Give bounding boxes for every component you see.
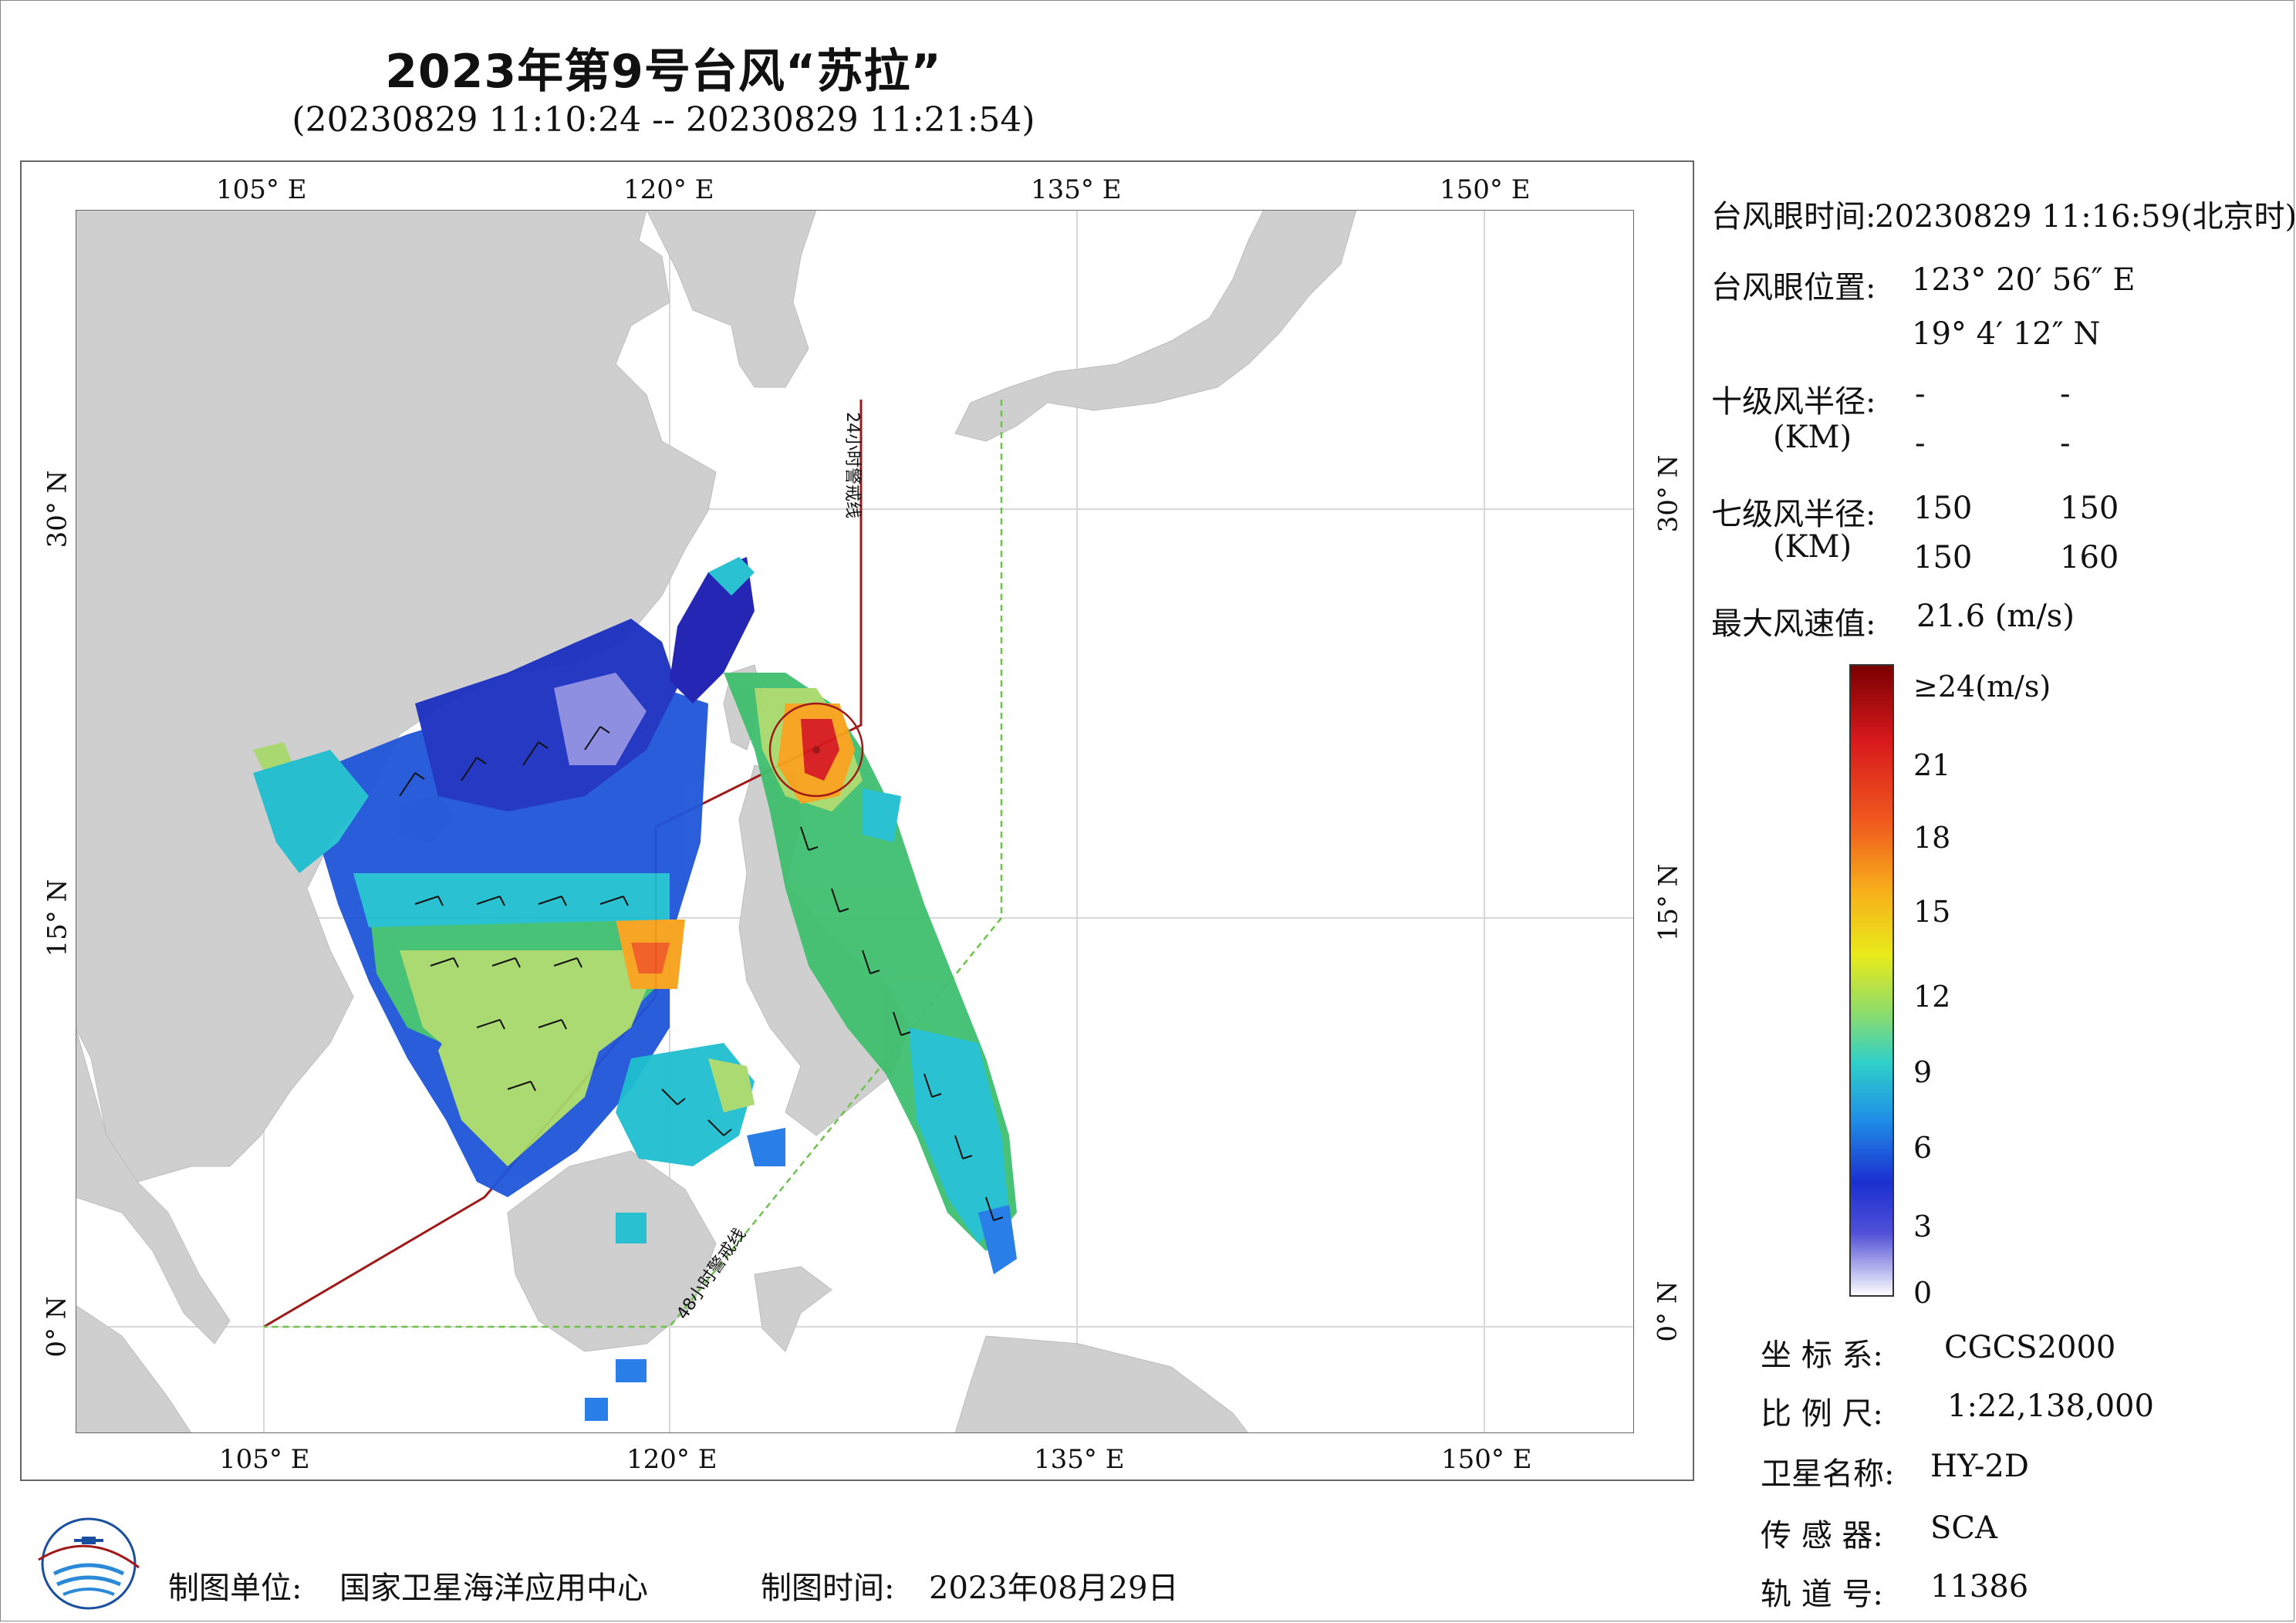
lat-label-right-0: 0° N — [1652, 1281, 1683, 1342]
warning-line-24h-label: 24小时警戒线 — [842, 412, 862, 518]
map-title: 2023年第9号台风“苏拉” — [385, 45, 942, 99]
date-label: 制图时间: — [761, 1571, 895, 1606]
date-value: 2023年08月29日 — [929, 1571, 1179, 1606]
r7-label: 七级风半径: — [1711, 497, 1876, 532]
wind-swath-east — [724, 673, 1017, 1274]
typhoon-wind-map[interactable]: 24小时警戒线 48小时警戒线 — [76, 210, 1634, 1433]
lat-label-left-15: 15° N — [42, 879, 73, 957]
eye-position-label: 台风眼位置: — [1711, 270, 1876, 305]
r10-value-3: - — [1915, 426, 1926, 461]
wind-swath-west — [253, 557, 755, 1197]
r10-label: 十级风半径: — [1711, 384, 1876, 420]
nsoas-logo — [38, 1517, 140, 1610]
lon-label-top-105: 105° E — [216, 174, 307, 205]
r10-value-4: - — [2060, 426, 2071, 461]
satellite-value: HY-2D — [1930, 1449, 2029, 1484]
r10-unit: (KM) — [1773, 420, 1852, 455]
eye-latitude: 19° 4′ 12″ N — [1912, 316, 2101, 352]
r7-value-2: 150 — [2060, 491, 2119, 526]
satellite-label: 卫星名称: — [1761, 1456, 1895, 1492]
scale-label: 比 例 尺: — [1761, 1396, 1883, 1432]
wind-speed-colorbar — [1849, 664, 1894, 1297]
colorbar-label-6: 6 — [1913, 1131, 1933, 1165]
crs-value: CGCS2000 — [1944, 1330, 2116, 1365]
land-indochina — [76, 1027, 231, 1345]
wind-barbs — [399, 726, 1004, 1221]
lon-label-top-135: 135° E — [1031, 174, 1122, 205]
land-borneo — [507, 1150, 717, 1352]
lon-label-bottom-150: 150° E — [1441, 1444, 1532, 1475]
r10-value-2: - — [2060, 376, 2071, 412]
colorbar-label-9: 9 — [1913, 1055, 1933, 1089]
lon-label-bottom-120: 120° E — [626, 1444, 718, 1475]
colorbar-label-0: 0 — [1913, 1276, 1933, 1310]
map-subtitle: (20230829 11:10:24 -- 20230829 11:21:54) — [292, 100, 1035, 140]
orbit-label: 轨 道 号: — [1761, 1577, 1883, 1612]
colorbar-label-24: ≥24(m/s) — [1913, 670, 2051, 704]
lat-label-right-30: 30° N — [1653, 454, 1684, 533]
land-new-guinea — [954, 1335, 1249, 1433]
land-sulawesi — [754, 1266, 832, 1352]
wind-swath-south — [585, 1043, 785, 1421]
r7-value-4: 160 — [2060, 540, 2119, 575]
r7-unit: (KM) — [1773, 529, 1852, 565]
lon-label-bottom-105: 105° E — [219, 1444, 310, 1475]
lat-label-right-15: 15° N — [1653, 863, 1684, 942]
lat-label-left-30: 30° N — [42, 470, 73, 548]
colorbar-label-18: 18 — [1913, 821, 1951, 855]
lon-label-top-120: 120° E — [623, 174, 714, 205]
colorbar-label-12: 12 — [1913, 980, 1951, 1014]
lon-label-bottom-135: 135° E — [1034, 1444, 1125, 1475]
colorbar-label-3: 3 — [1913, 1210, 1933, 1243]
r7-value-1: 150 — [1913, 491, 1973, 526]
max-wind-label: 最大风速值: — [1711, 606, 1876, 642]
maker-label: 制图单位: — [168, 1571, 302, 1606]
eye-longitude: 123° 20′ 56″ E — [1912, 262, 2136, 298]
land-korea — [646, 210, 817, 388]
sensor-label: 传 感 器: — [1761, 1518, 1883, 1554]
maker-value: 国家卫星海洋应用中心 — [339, 1571, 648, 1606]
scale-value: 1:22,138,000 — [1947, 1388, 2154, 1424]
colorbar-label-15: 15 — [1913, 895, 1951, 929]
map-panel-border — [20, 160, 1694, 1481]
lon-label-top-150: 150° E — [1440, 174, 1531, 205]
r10-value-1: - — [1915, 376, 1926, 412]
lat-label-left-0: 0° N — [41, 1296, 73, 1358]
eye-time-label: 台风眼时间: — [1711, 199, 1876, 235]
crs-label: 坐 标 系: — [1761, 1338, 1883, 1373]
sensor-value: SCA — [1930, 1510, 1997, 1546]
orbit-value: 11386 — [1930, 1569, 2029, 1604]
colorbar-label-21: 21 — [1913, 748, 1951, 782]
warning-line-48h — [264, 400, 1003, 1328]
eye-time-value: 20230829 11:16:59(北京时) — [1875, 199, 2296, 235]
land-sumatra — [76, 1304, 192, 1433]
r7-value-3: 150 — [1913, 540, 1973, 575]
max-wind-value: 21.6 (m/s) — [1916, 599, 2075, 634]
typhoon-eye-center — [812, 746, 820, 754]
typhoon-eye-marker[interactable] — [768, 702, 864, 798]
